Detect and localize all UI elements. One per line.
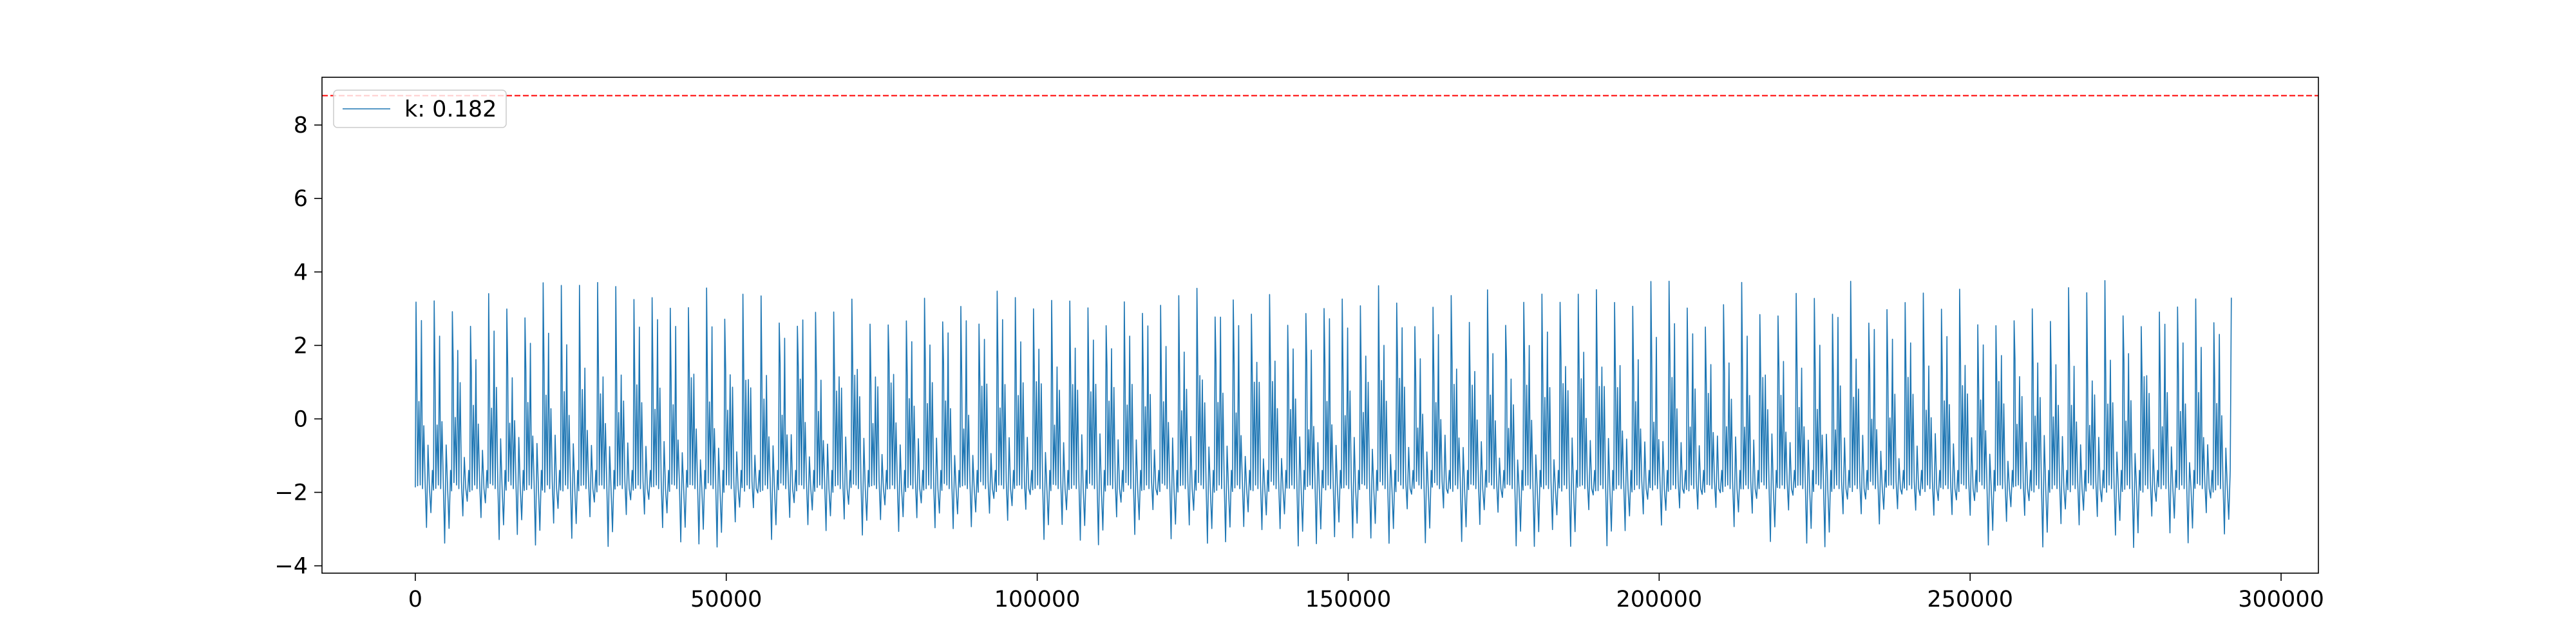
series-line — [415, 279, 2232, 548]
legend: k: 0.182 — [333, 90, 507, 128]
legend-label: k: 0.182 — [404, 97, 497, 122]
y-tick-label: 6 — [294, 186, 308, 212]
y-tick-label: 0 — [294, 406, 308, 432]
series-layer — [415, 279, 2232, 548]
x-tick-label: 300000 — [2238, 587, 2324, 612]
y-tick-label: −2 — [274, 480, 308, 506]
x-tick-label: 50000 — [690, 587, 762, 612]
plot-area — [322, 77, 2318, 573]
y-axis: −4 −2 0 2 4 6 8 — [274, 113, 322, 580]
legend-box — [333, 90, 507, 128]
x-tick-label: 0 — [408, 587, 422, 612]
x-tick-label: 200000 — [1616, 587, 1703, 612]
x-tick-label: 250000 — [1927, 587, 2013, 612]
x-tick-label: 150000 — [1305, 587, 1392, 612]
y-tick-label: 4 — [294, 260, 308, 285]
x-tick-label: 100000 — [994, 587, 1081, 612]
x-axis: 0 50000 100000 150000 200000 250000 300000 — [408, 573, 2324, 612]
y-tick-label: −4 — [274, 554, 308, 580]
y-tick-label: 8 — [294, 113, 308, 138]
plot-frame — [321, 77, 2319, 574]
y-tick-label: 2 — [294, 333, 308, 359]
